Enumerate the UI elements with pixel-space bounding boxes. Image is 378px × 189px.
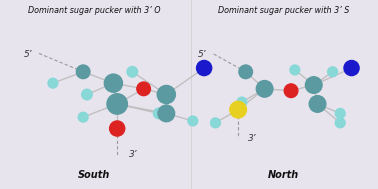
Ellipse shape (211, 118, 220, 128)
Text: 5’: 5’ (23, 50, 32, 59)
Ellipse shape (157, 85, 175, 104)
Text: Dominant sugar pucker with 3’ O: Dominant sugar pucker with 3’ O (28, 6, 161, 15)
Ellipse shape (237, 97, 247, 107)
Text: 3’: 3’ (248, 134, 256, 143)
Ellipse shape (309, 96, 326, 112)
Ellipse shape (188, 116, 198, 126)
Ellipse shape (107, 94, 127, 114)
Ellipse shape (76, 65, 90, 79)
Ellipse shape (82, 89, 92, 100)
Ellipse shape (328, 67, 338, 77)
Text: South: South (78, 170, 111, 180)
Ellipse shape (127, 67, 138, 77)
Ellipse shape (305, 77, 322, 93)
Ellipse shape (335, 108, 345, 118)
Ellipse shape (256, 81, 273, 97)
Text: North: North (268, 170, 299, 180)
Ellipse shape (230, 101, 246, 118)
Ellipse shape (239, 65, 253, 79)
Ellipse shape (104, 74, 122, 92)
Ellipse shape (197, 60, 212, 76)
Ellipse shape (344, 60, 359, 76)
Ellipse shape (110, 121, 125, 136)
Ellipse shape (48, 78, 58, 88)
Ellipse shape (153, 108, 164, 119)
Text: 3’: 3’ (129, 150, 137, 159)
Ellipse shape (290, 65, 300, 75)
Ellipse shape (335, 118, 345, 128)
Ellipse shape (284, 84, 298, 98)
Text: Dominant sugar pucker with 3’ S: Dominant sugar pucker with 3’ S (218, 6, 349, 15)
Ellipse shape (78, 112, 88, 122)
Ellipse shape (137, 82, 150, 96)
Text: 5’: 5’ (197, 50, 206, 59)
Ellipse shape (158, 105, 175, 122)
